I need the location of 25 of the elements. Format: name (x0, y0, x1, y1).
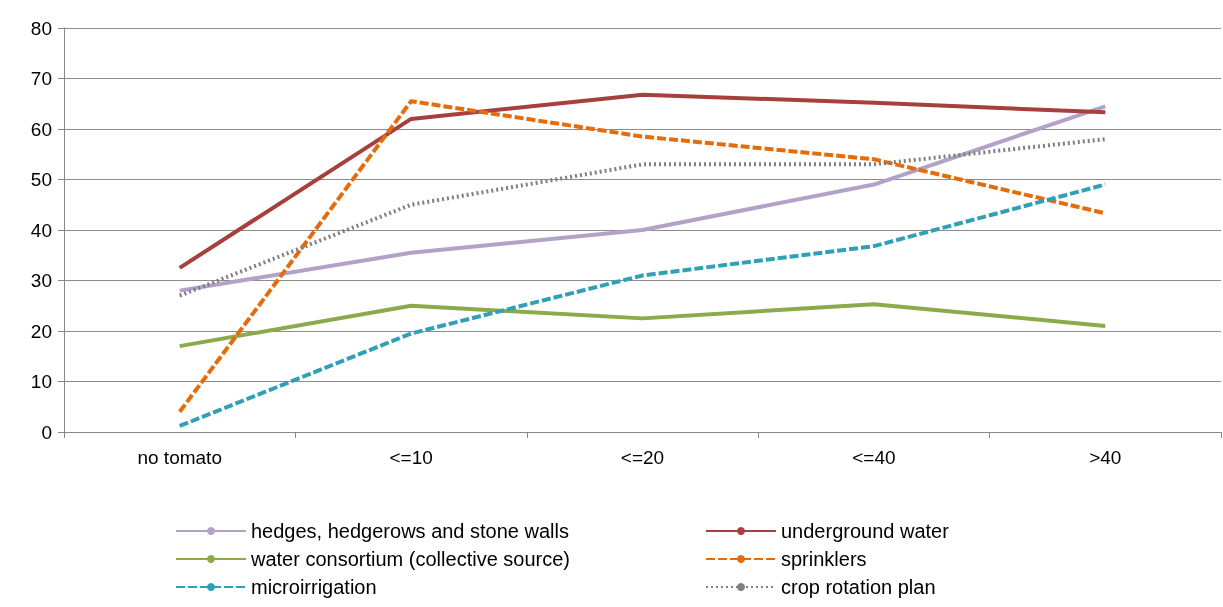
x-tick-label: <=20 (620, 447, 665, 468)
x-tick-label: >40 (1089, 447, 1122, 468)
y-tick-label: 10 (30, 371, 52, 392)
x-tick-label: <=40 (852, 447, 896, 468)
legend-label: water consortium (collective source) (250, 548, 570, 570)
legend-label: sprinklers (781, 548, 867, 570)
line-series (177, 182, 1108, 428)
x-tick-label: no tomato (137, 447, 222, 468)
y-tick-label: 20 (30, 320, 52, 342)
legend-label: microirrigation (251, 576, 377, 598)
y-tick-label: 80 (30, 17, 52, 39)
legend-label: crop rotation plan (781, 576, 936, 598)
x-tick-label: <=10 (389, 447, 433, 468)
line-series (177, 92, 1108, 270)
line-series (177, 137, 1108, 298)
y-tick-label: 70 (30, 68, 52, 89)
line-series (177, 104, 1108, 293)
y-tick-label: 60 (30, 118, 52, 140)
y-tick-label: 50 (30, 169, 52, 190)
y-tick-label: 30 (30, 270, 52, 291)
line-series (177, 302, 1108, 349)
legend-label: hedges, hedgerows and stone walls (251, 520, 569, 542)
legend-label: underground water (781, 520, 950, 542)
y-tick-label: 40 (30, 219, 52, 241)
y-tick-label: 0 (41, 421, 52, 443)
